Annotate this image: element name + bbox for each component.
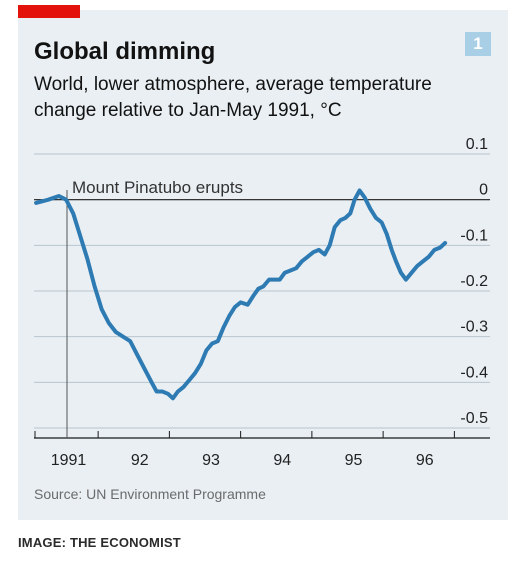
y-tick-label: 0.1 — [466, 136, 488, 153]
chart-number-badge: 1 — [465, 32, 491, 56]
x-tick-label: 96 — [416, 452, 434, 469]
x-tick-label: 93 — [202, 452, 220, 469]
x-tick-label: 94 — [273, 452, 291, 469]
y-tick-label: -0.1 — [460, 227, 488, 244]
y-tick-label: -0.3 — [460, 319, 488, 336]
source-note: Source: UN Environment Programme — [34, 486, 266, 502]
accent-tag — [18, 5, 80, 18]
x-tick-label: 95 — [345, 452, 363, 469]
x-tick-label: 92 — [131, 452, 149, 469]
chart-subtitle: World, lower atmosphere, average tempera… — [34, 74, 432, 121]
y-tick-label: -0.2 — [460, 273, 488, 290]
y-tick-label: -0.4 — [460, 364, 488, 381]
image-credit: IMAGE: THE ECONOMIST — [18, 535, 181, 550]
chart-title: Global dimming — [34, 38, 216, 65]
eruption-annotation: Mount Pinatubo erupts — [72, 178, 243, 197]
y-tick-label: 0 — [479, 182, 488, 199]
y-tick-label: -0.5 — [460, 410, 488, 427]
x-tick-label: 1991 — [51, 452, 87, 469]
temperature-series-line — [34, 188, 448, 401]
chart-panel — [18, 10, 508, 520]
